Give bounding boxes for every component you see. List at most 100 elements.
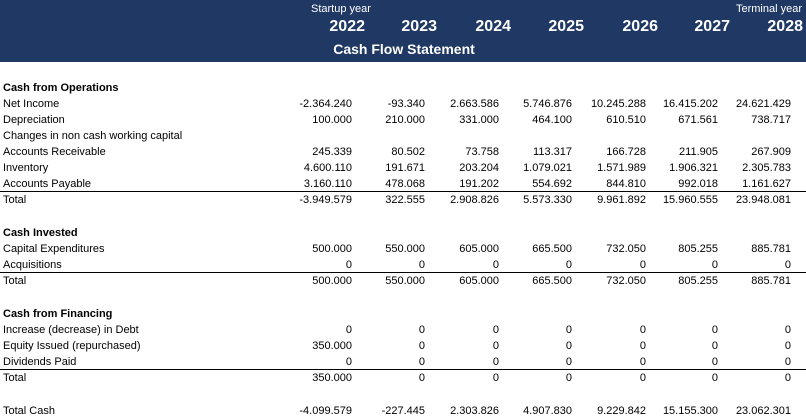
value-cell: -4.099.579 <box>299 405 352 417</box>
section-heading: Cash from Financing <box>0 306 806 322</box>
value-cell: 0 <box>711 324 718 336</box>
row-label: Dividends Paid <box>3 356 77 368</box>
table-row: Accounts Payable 3.160.110 478.068 191.202 5… <box>0 176 806 192</box>
table-row: Capital Expenditures 500.000 550.000 605.00… <box>0 241 806 257</box>
year-header: 2023 <box>401 18 437 35</box>
row-label: Cash from Operations <box>3 82 119 94</box>
value-cell: 15.960.555 <box>662 194 718 206</box>
total-row: Total 500.000 550.000 605.000 665.500 732.050… <box>0 273 806 289</box>
value-cell: 23.948.081 <box>735 194 791 206</box>
value-cell: 844.810 <box>606 178 646 190</box>
value-cell: 1.161.627 <box>742 178 791 190</box>
section-heading: Cash Invested <box>0 225 806 241</box>
value-cell: 0 <box>345 259 352 271</box>
value-cell: 610.510 <box>606 114 646 126</box>
value-cell: 2.305.783 <box>742 162 791 174</box>
value-cell: 0 <box>784 324 791 336</box>
total-divider <box>0 272 806 273</box>
total-divider <box>0 191 806 192</box>
row-label: Net Income <box>3 98 60 110</box>
value-cell: 24.621.429 <box>735 98 791 110</box>
row-label: Total <box>3 194 27 206</box>
value-cell: 0 <box>492 372 499 384</box>
value-cell: 3.160.110 <box>303 178 352 190</box>
value-cell: 1.079.021 <box>523 162 572 174</box>
value-cell: 0 <box>711 372 718 384</box>
value-cell: 500.000 <box>312 275 352 287</box>
value-cell: 350.000 <box>312 372 352 384</box>
value-cell: 0 <box>639 259 646 271</box>
row-label: Cash Invested <box>3 227 78 239</box>
value-cell: 9.961.892 <box>597 194 646 206</box>
value-cell: 500.000 <box>312 243 352 255</box>
value-cell: 732.050 <box>606 275 646 287</box>
total-row: Total -3.949.579 322.555 2.908.826 5.573.330… <box>0 192 806 208</box>
value-cell: -93.340 <box>387 98 425 110</box>
value-cell: -227.445 <box>381 405 425 417</box>
value-cell: 350.000 <box>312 340 352 352</box>
value-cell: 0 <box>418 340 425 352</box>
value-cell: 0 <box>492 340 499 352</box>
table-row: Acquisitions 0 0 0 0 0 0 0 <box>0 257 806 273</box>
value-cell: 0 <box>784 372 791 384</box>
value-cell: 0 <box>565 259 572 271</box>
value-cell: 0 <box>711 356 718 368</box>
row-label: Accounts Payable <box>3 178 92 190</box>
row-label: Depreciation <box>3 114 65 126</box>
year-header: 2028 <box>767 18 803 35</box>
row-label: Cash from Financing <box>3 308 113 320</box>
value-cell: -3.949.579 <box>299 194 352 206</box>
row-label: Capital Expenditures <box>3 243 105 255</box>
value-cell: 166.728 <box>606 146 646 158</box>
row-label: Changes in non cash working capital <box>3 130 183 142</box>
value-cell: -2.364.240 <box>299 98 352 110</box>
value-cell: 0 <box>784 340 791 352</box>
year-header: 2022 <box>329 18 365 35</box>
section-heading: Cash from Operations <box>0 80 806 96</box>
value-cell: 16.415.202 <box>662 98 718 110</box>
value-cell: 23.062.301 <box>735 405 791 417</box>
value-cell: 2.663.586 <box>450 98 499 110</box>
value-cell: 478.068 <box>385 178 425 190</box>
total-divider <box>0 369 806 370</box>
table-row: Increase (decrease) in Debt 0 0 0 0 0 0 0 <box>0 322 806 338</box>
value-cell: 0 <box>492 259 499 271</box>
value-cell: 331.000 <box>459 114 499 126</box>
value-cell: 4.600.110 <box>303 162 352 174</box>
row-label: Increase (decrease) in Debt <box>3 324 139 336</box>
value-cell: 550.000 <box>385 243 425 255</box>
terminal-year-label: Terminal year <box>735 3 802 15</box>
row-label: Inventory <box>3 162 49 174</box>
table-row: Depreciation 100.000 210.000 331.000 464.100… <box>0 112 806 128</box>
value-cell: 0 <box>418 356 425 368</box>
value-cell: 554.692 <box>532 178 572 190</box>
value-cell: 0 <box>639 356 646 368</box>
value-cell: 191.671 <box>385 162 425 174</box>
year-header: 2025 <box>548 18 584 35</box>
value-cell: 322.555 <box>385 194 425 206</box>
value-cell: 885.781 <box>751 275 791 287</box>
value-cell: 15.155.300 <box>662 405 718 417</box>
value-cell: 0 <box>711 259 718 271</box>
value-cell: 1.571.989 <box>597 162 646 174</box>
value-cell: 738.717 <box>751 114 791 126</box>
table-row: Changes in non cash working capital <box>0 128 806 144</box>
value-cell: 0 <box>565 372 572 384</box>
year-header: 2027 <box>694 18 730 35</box>
row-label: Acquisitions <box>3 259 62 271</box>
value-cell: 5.746.876 <box>523 98 572 110</box>
value-cell: 5.573.330 <box>523 194 572 206</box>
value-cell: 665.500 <box>532 275 572 287</box>
value-cell: 0 <box>492 324 499 336</box>
total-row: Total 350.000 0 0 0 0 0 0 <box>0 370 806 386</box>
value-cell: 245.339 <box>312 146 352 158</box>
value-cell: 10.245.288 <box>590 98 646 110</box>
value-cell: 0 <box>565 356 572 368</box>
table-row: Net Income -2.364.240 -93.340 2.663.586 5.74… <box>0 96 806 112</box>
value-cell: 0 <box>639 340 646 352</box>
statement-title: Cash Flow Statement <box>333 41 475 57</box>
value-cell: 464.100 <box>532 114 572 126</box>
row-label: Total <box>3 372 27 384</box>
value-cell: 0 <box>784 259 791 271</box>
value-cell: 605.000 <box>459 243 499 255</box>
